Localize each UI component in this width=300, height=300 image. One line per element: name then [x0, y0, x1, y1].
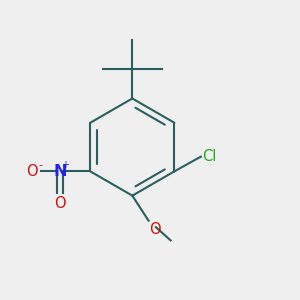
Text: +: + — [61, 160, 69, 170]
Text: Cl: Cl — [202, 148, 217, 164]
Text: O: O — [149, 222, 161, 237]
Text: -: - — [39, 160, 43, 170]
Text: O: O — [26, 164, 38, 179]
Text: N: N — [53, 164, 67, 179]
Text: O: O — [54, 196, 66, 211]
